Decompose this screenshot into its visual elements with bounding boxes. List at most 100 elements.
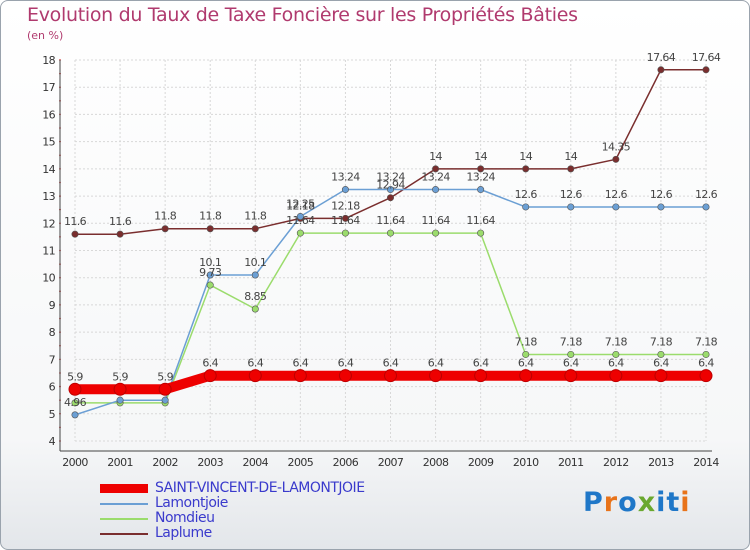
data-label: 6.4 <box>608 357 624 370</box>
data-point <box>116 396 124 404</box>
data-label: 11.8 <box>154 210 177 223</box>
y-tick-label: 15 <box>42 136 55 149</box>
legend-swatch <box>100 503 148 505</box>
data-point <box>609 369 623 383</box>
data-label: 12.18 <box>286 199 315 212</box>
data-label: 6.4 <box>202 357 218 370</box>
data-point <box>522 350 530 358</box>
data-label: 9.73 <box>199 266 222 279</box>
data-label: 6.4 <box>428 357 444 370</box>
legend-label: SAINT-VINCENT-DE-LAMONTJOIE <box>155 480 365 496</box>
y-tick-label: 10 <box>42 272 55 285</box>
data-label: 12.6 <box>560 188 583 201</box>
data-point <box>338 369 352 383</box>
data-point <box>699 369 713 383</box>
data-point <box>474 369 488 383</box>
data-point <box>522 203 530 211</box>
y-tick-label: 4 <box>49 435 56 448</box>
legend-swatch <box>100 533 148 535</box>
logo-letter: x <box>637 487 657 518</box>
y-tick-label: 9 <box>49 299 56 312</box>
data-point <box>477 186 485 194</box>
chart-title: Evolution du Taux de Taxe Foncière sur l… <box>27 4 578 26</box>
data-point <box>522 165 530 173</box>
proxiti-logo: Proxiti <box>583 487 691 518</box>
data-label: 11.6 <box>64 215 87 228</box>
data-labels: 5.9 5.9 5.9 6.4 6.4 6.4 6.4 6.4 6.4 6.4 6.4 6.4 6.4 6… <box>64 51 721 409</box>
chart-unit-label: (en %) <box>27 29 64 42</box>
x-tick-label: 2001 <box>107 456 133 469</box>
logo-letter: P <box>583 487 604 518</box>
data-point <box>251 305 259 313</box>
y-tick-label: 7 <box>49 353 56 366</box>
data-label: 12.18 <box>331 199 360 212</box>
data-label: 5.9 <box>112 370 128 383</box>
data-point <box>657 66 665 74</box>
y-tick-label: 17 <box>42 81 55 94</box>
data-point <box>206 271 214 279</box>
data-label: 4.96 <box>64 396 87 409</box>
data-label: 14 <box>474 150 487 163</box>
data-label: 6.4 <box>563 357 579 370</box>
data-label: 7.18 <box>605 335 628 348</box>
x-tick-label: 2007 <box>378 456 404 469</box>
x-tick-label: 2012 <box>603 456 629 469</box>
data-point <box>612 350 620 358</box>
y-tick-label: 5 <box>49 408 56 421</box>
legend-label: Laplume <box>155 525 212 541</box>
data-point <box>432 165 440 173</box>
data-point <box>567 165 575 173</box>
y-tick-label: 18 <box>42 54 55 67</box>
data-label: 11.8 <box>244 210 267 223</box>
logo-letter: i <box>656 487 667 518</box>
data-label: 14.35 <box>602 140 631 153</box>
series-points <box>68 66 713 419</box>
data-point <box>113 382 127 396</box>
data-label: 12.94 <box>376 179 405 192</box>
data-label: 17.64 <box>692 51 721 64</box>
data-label: 12.6 <box>650 188 673 201</box>
x-tick-label: 2000 <box>62 456 88 469</box>
x-tick-label: 2004 <box>242 456 268 469</box>
data-label: 11.64 <box>331 214 360 227</box>
data-label: 11.64 <box>421 214 450 227</box>
data-point <box>161 225 169 233</box>
data-point <box>432 186 440 194</box>
data-point <box>657 350 665 358</box>
data-point <box>248 369 262 383</box>
data-point <box>206 225 214 233</box>
y-tick-label: 11 <box>42 245 55 258</box>
logo-letter: r <box>603 487 619 518</box>
y-tick-label: 12 <box>42 217 55 230</box>
x-tick-label: 2014 <box>693 456 719 469</box>
legend-swatch <box>100 484 148 493</box>
data-point <box>158 382 172 396</box>
data-label: 7.18 <box>695 335 718 348</box>
data-point <box>161 396 169 404</box>
data-label: 6.4 <box>383 357 399 370</box>
logo-letter: o <box>618 487 638 518</box>
data-point <box>341 186 349 194</box>
data-label: 14 <box>519 150 532 163</box>
data-label: 6.4 <box>653 357 669 370</box>
data-label: 6.4 <box>473 357 489 370</box>
data-point <box>702 66 710 74</box>
data-label: 11.6 <box>109 215 132 228</box>
data-label: 6.4 <box>293 357 309 370</box>
data-label: 6.4 <box>518 357 534 370</box>
y-tick-label: 8 <box>49 326 56 339</box>
data-point <box>293 369 307 383</box>
data-label: 13.24 <box>376 171 405 184</box>
data-point <box>386 186 394 194</box>
data-point <box>71 399 79 407</box>
data-point <box>429 369 443 383</box>
data-point <box>296 212 304 220</box>
y-tick-label: 14 <box>42 163 55 176</box>
data-label: 13.24 <box>421 171 450 184</box>
data-label: 6.4 <box>698 357 714 370</box>
data-label: 13.24 <box>466 171 495 184</box>
data-point <box>386 194 394 202</box>
x-tick-label: 2013 <box>648 456 674 469</box>
data-point <box>203 369 217 383</box>
